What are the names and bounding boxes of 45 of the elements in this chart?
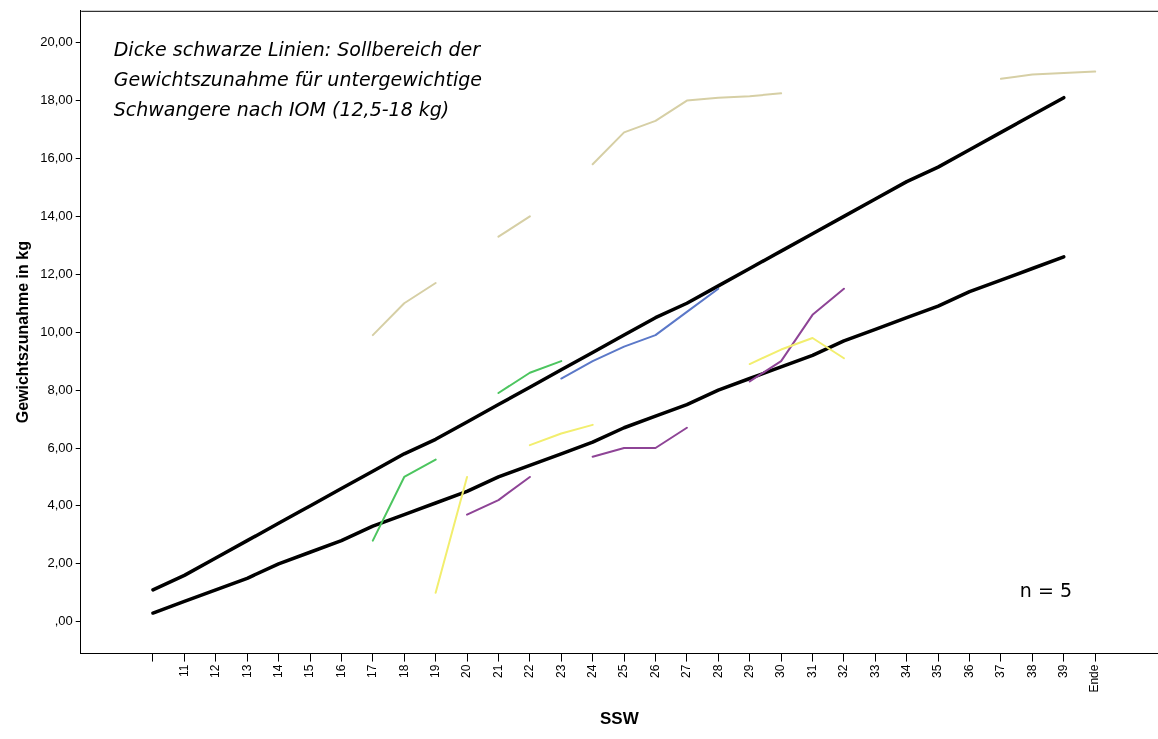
y-tick-label: 4,00 (47, 497, 73, 513)
x-tick-label: 17 (365, 664, 380, 678)
x-tick-label: 32 (836, 664, 851, 678)
x-tick-label: 14 (270, 664, 285, 678)
x-tick-label: 22 (522, 664, 537, 678)
x-tick-label: 31 (804, 664, 819, 678)
x-tick-label: 37 (993, 664, 1008, 678)
y-tick-label: 6,00 (47, 439, 73, 455)
x-tick-label: 16 (333, 664, 348, 678)
x-tick-label: 21 (490, 664, 505, 678)
y-tick-label: 14,00 (40, 207, 73, 223)
x-tick-label: 15 (302, 664, 317, 678)
x-tick-label: 20 (459, 664, 474, 678)
y-tick-label: ,00 (54, 613, 73, 629)
x-tick-label: 19 (427, 664, 442, 678)
x-tick-label: 38 (1024, 664, 1039, 678)
x-tick-label: 11 (176, 664, 191, 678)
x-tick-label: 27 (679, 664, 694, 678)
x-tick-label: 26 (647, 664, 662, 678)
y-axis-title: Gewichtszunahme in kg (14, 241, 32, 424)
y-tick-label: 18,00 (40, 92, 73, 108)
x-tick-label: 30 (773, 664, 788, 678)
x-tick-label: 18 (396, 664, 411, 678)
y-tick-label: 8,00 (47, 381, 73, 397)
x-tick-label: 29 (742, 664, 757, 678)
y-tick-label: 16,00 (40, 150, 73, 166)
x-tick-label: 39 (1056, 664, 1071, 678)
y-tick-label: 12,00 (40, 265, 73, 281)
x-tick-label: 34 (899, 664, 914, 678)
x-tick-label: 23 (553, 664, 568, 678)
x-tick-label: 33 (867, 664, 882, 678)
x-tick-label: 12 (208, 664, 223, 678)
x-tick-label: 35 (930, 664, 945, 678)
x-tick-label: 25 (616, 664, 631, 678)
y-tick-label: 20,00 (40, 34, 73, 50)
annotation: Dicke schwarze Linien: Sollbereich der Gewichtszunahme für untergewichtige Schwangere nach IOM (12,5-18 kg) (113, 37, 482, 120)
annotation: n = 5 (1019, 578, 1072, 601)
y-tick-label: 2,00 (47, 555, 73, 571)
x-tick-label: Ende (1087, 664, 1102, 693)
x-tick-label: 36 (961, 664, 976, 678)
x-tick-label: 28 (710, 664, 725, 678)
x-tick-label: 24 (584, 664, 599, 678)
x-tick-label: 13 (239, 664, 254, 678)
y-tick-label: 10,00 (40, 323, 73, 339)
x-axis-title: SSW (600, 709, 640, 729)
